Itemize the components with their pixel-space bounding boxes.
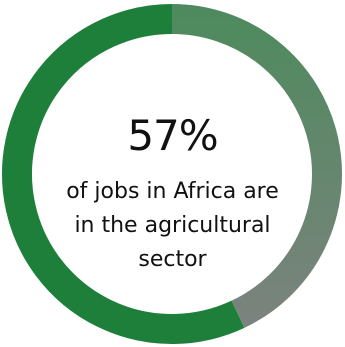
- percentage-value: 57%: [127, 111, 218, 160]
- caption-line-2: in the agricultural: [74, 213, 271, 238]
- donut-slice-remainder: [171, 4, 342, 328]
- caption-line-1: of jobs in Africa are: [66, 179, 279, 204]
- caption-text: of jobs in Africa are in the agricultura…: [0, 175, 345, 277]
- caption-line-3: sector: [138, 247, 207, 272]
- donut-slice-highlight: [2, 4, 245, 344]
